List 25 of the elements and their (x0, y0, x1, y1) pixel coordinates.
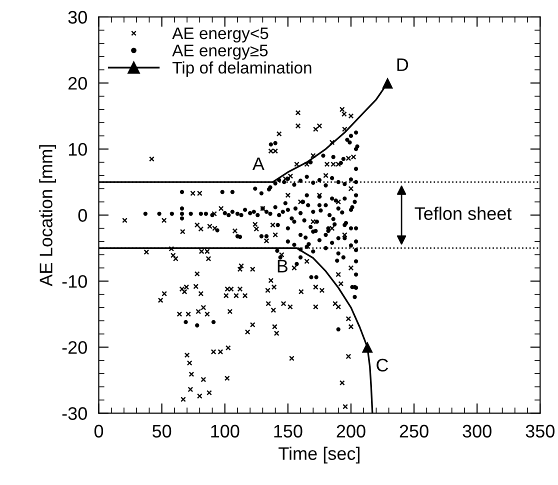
legend-label: AE energy<5 (172, 28, 268, 43)
x-tick-label: 200 (336, 424, 366, 438)
y-tick-label: 10 (68, 142, 87, 156)
x-tick-label: 50 (152, 424, 172, 438)
x-tick-label: 100 (211, 424, 240, 438)
annotation: D (397, 58, 408, 71)
x-tick-label: 0 (94, 424, 104, 438)
legend-label: Tip of delamination (172, 61, 312, 77)
x-tick-label: 150 (274, 424, 302, 438)
annotation: A (252, 158, 264, 170)
x-tick-label: 250 (400, 424, 428, 438)
annotation: Teflon sheet (414, 206, 512, 220)
x-axis-title: Time [sec] (278, 446, 360, 464)
annotation: B (278, 260, 288, 272)
y-tick-label: 20 (68, 76, 87, 90)
y-axis-title: AE Location [mm] (39, 145, 56, 286)
y-tick-label: 0 (78, 209, 87, 222)
y-tick-label: 30 (68, 10, 87, 24)
legend-label: AE energy≥5 (172, 44, 268, 60)
y-tick-label: -20 (62, 341, 87, 354)
x-tick-label: 350 (526, 424, 554, 438)
annotation: C (376, 358, 388, 372)
x-tick-label: 300 (462, 424, 492, 438)
y-tick-label: -30 (62, 407, 87, 420)
y-tick-label: -10 (62, 275, 87, 288)
